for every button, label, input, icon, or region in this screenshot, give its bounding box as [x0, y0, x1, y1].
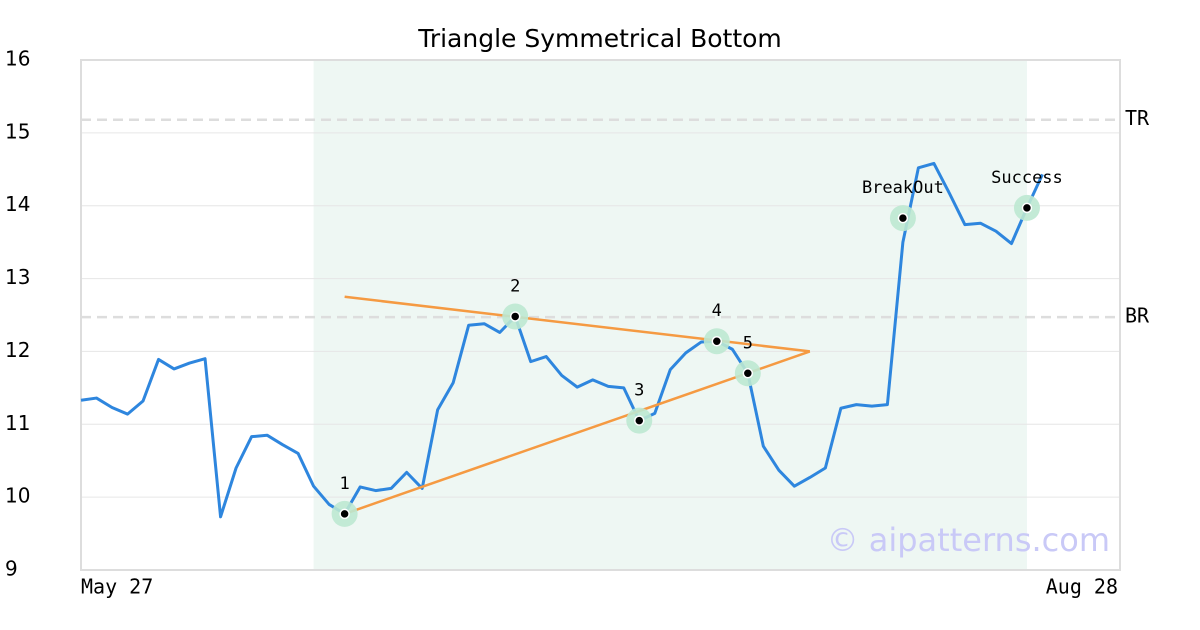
x-tick-label: Aug 28	[1046, 575, 1118, 599]
plot-frame	[80, 59, 1121, 571]
y-tick-label: 11	[5, 411, 30, 435]
point-label: 1	[340, 474, 350, 494]
point-label: Success	[991, 168, 1063, 188]
level-label: BR	[1125, 304, 1150, 328]
point-label: 3	[634, 381, 644, 401]
point-dot	[634, 415, 645, 426]
point-dot	[897, 212, 909, 224]
point-label: BreakOut	[862, 178, 944, 198]
point-dot	[711, 335, 723, 347]
trend-line	[344, 295, 810, 353]
watermark: © aipatterns.com	[827, 521, 1110, 559]
price-line	[80, 161, 1044, 519]
level-label: TR	[1125, 106, 1150, 130]
y-tick-label: 13	[5, 265, 30, 289]
y-tick-label: 16	[5, 47, 30, 71]
point-label: 4	[712, 301, 722, 321]
point-dot	[339, 508, 350, 520]
point-dot	[742, 368, 754, 379]
chart-title: Triangle Symmetrical Bottom	[417, 24, 782, 53]
y-tick-label: 12	[5, 338, 30, 362]
point-dot	[509, 311, 521, 322]
y-tick-label: 15	[5, 119, 30, 143]
trend-line	[344, 350, 811, 516]
y-tick-label: 14	[5, 192, 30, 216]
y-tick-label: 9	[5, 557, 18, 581]
pattern-region	[313, 60, 1027, 570]
point-dot	[1021, 202, 1033, 214]
point-label: 2	[510, 276, 520, 296]
point-label: 5	[743, 333, 753, 353]
y-tick-label: 10	[5, 484, 30, 508]
x-tick-label: May 27	[81, 575, 153, 599]
